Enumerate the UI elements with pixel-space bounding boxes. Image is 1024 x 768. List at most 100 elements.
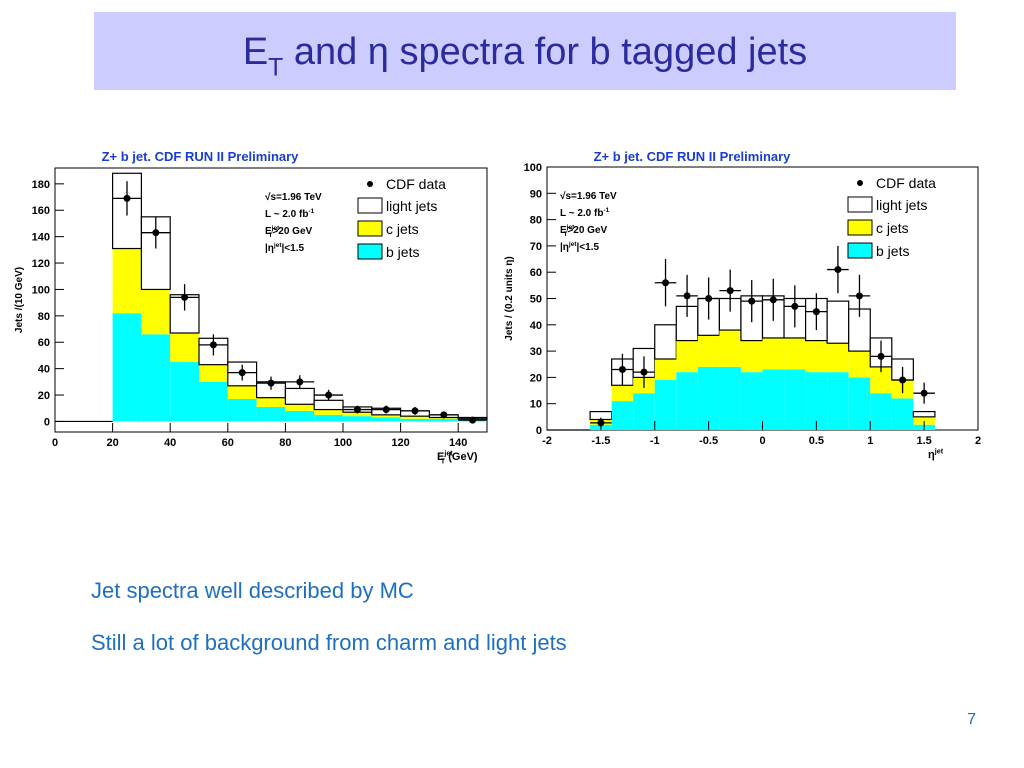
legend-label: CDF data: [876, 175, 936, 191]
text-part: >20 GeV: [567, 225, 607, 236]
text-part: jet: [934, 448, 944, 456]
y-tick-label: 80: [530, 215, 542, 227]
bar-segment: [805, 340, 828, 373]
bar-segment: [371, 417, 401, 422]
y-tick-label: 20: [530, 372, 542, 384]
x-tick-label: -0.5: [699, 435, 718, 447]
y-tick-label: 160: [32, 205, 50, 217]
x-tick-label: 0: [52, 437, 58, 449]
bar-segment: [256, 406, 286, 422]
data-point: [469, 416, 477, 424]
bar-segment: [848, 377, 871, 430]
slide-title: ET and η spectra for b tagged jets: [243, 31, 807, 81]
data-point: [683, 292, 691, 300]
annotation: L ~ 2.0 fb-1: [560, 207, 610, 219]
data-point: [618, 366, 626, 374]
legend-label: light jets: [876, 197, 927, 213]
annotation: Ejet T>20 GeV: [265, 225, 313, 239]
legend-swatch: [357, 220, 383, 237]
bar-segment: [227, 385, 257, 399]
bar-segment: [762, 337, 785, 370]
legend-swatch: [357, 197, 383, 214]
x-axis-label: ηjet: [928, 448, 944, 461]
data-point: [662, 279, 670, 287]
x-tick-label: 1.5: [916, 435, 931, 447]
legend-label: c jets: [876, 220, 909, 236]
text-part: T: [268, 54, 283, 81]
data-point: [899, 376, 907, 384]
bar-segment: [827, 372, 849, 430]
chart-title: Z+ b jet. CDF RUN II Preliminary: [594, 149, 792, 164]
bar-segment: [827, 343, 849, 373]
legend-label: b jets: [876, 243, 909, 259]
y-tick-label: 50: [530, 294, 542, 306]
data-point: [123, 194, 131, 202]
data-point: [748, 297, 756, 305]
bar-segment: [227, 399, 257, 422]
text-part: jet: [568, 241, 577, 248]
bar-segment: [805, 372, 828, 430]
bar-segment: [314, 414, 343, 422]
bar-segment: [740, 340, 763, 373]
y-tick-label: 40: [530, 320, 542, 332]
x-tick-label: 140: [449, 437, 467, 449]
y-axis-label: Jets /(10 GeV): [14, 267, 25, 333]
data-point: [152, 229, 160, 237]
bar-segment: [654, 380, 677, 430]
y-tick-label: 180: [32, 179, 50, 191]
bar-segment: [611, 401, 634, 430]
bar-segment: [112, 248, 142, 314]
annotation: |ηjet|<1.5: [265, 242, 304, 254]
text-part: L ~ 2.0 fb: [265, 209, 308, 220]
x-tick-label: -1: [650, 435, 660, 447]
bar-segment: [676, 340, 698, 373]
x-axis-label: Ejet T (GeV): [437, 450, 478, 466]
data-point: [855, 292, 863, 300]
data-point: [812, 308, 820, 316]
y-tick-label: 20: [38, 390, 50, 402]
annotation: Ejet T>20 GeV: [560, 224, 608, 238]
text-part: √s=1.96 TeV: [560, 191, 617, 202]
annotation: √s=1.96 TeV: [560, 191, 617, 202]
text-part: T: [268, 232, 272, 239]
bar-segment: [199, 364, 228, 382]
data-point: [382, 406, 390, 414]
y-tick-label: 60: [38, 337, 50, 349]
x-tick-label: 120: [391, 437, 409, 449]
annotation: √s=1.96 TeV: [265, 192, 322, 203]
x-tick-label: 1: [867, 435, 873, 447]
chart-title: Z+ b jet. CDF RUN II Preliminary: [102, 149, 300, 164]
bar-segment: [371, 414, 401, 418]
bar-segment: [141, 289, 171, 335]
bar-segment: [762, 369, 785, 430]
text-part: -1: [308, 208, 314, 215]
y-tick-label: 10: [530, 399, 542, 411]
y-tick-label: 0: [536, 425, 542, 437]
bar-segment: [784, 337, 806, 370]
bar-segment: [285, 410, 315, 422]
bar-segment: [199, 381, 228, 422]
text-part: and η spectra for b tagged jets: [283, 31, 807, 73]
x-tick-label: 0.5: [809, 435, 824, 447]
bar-segment: [343, 412, 372, 417]
text-part: -1: [603, 207, 609, 214]
x-tick-label: -2: [542, 435, 552, 447]
bar-segment: [284, 387, 315, 405]
text-part: |η: [560, 242, 569, 253]
bar-segment: [719, 366, 741, 430]
text-part: L ~ 2.0 fb: [560, 208, 603, 219]
text-part: √s=1.96 TeV: [265, 192, 322, 203]
bar-segment: [826, 300, 850, 344]
data-point: [296, 378, 304, 386]
bar-segment: [891, 398, 914, 430]
data-point: [267, 379, 275, 387]
data-point: [877, 352, 885, 360]
legend-label: b jets: [386, 244, 419, 260]
bar-segment: [314, 409, 343, 415]
y-tick-label: 70: [530, 241, 542, 253]
bar-segment: [170, 333, 199, 363]
text-part: jet: [443, 450, 453, 458]
text-part: (GeV): [445, 451, 478, 463]
text-part: |η: [265, 243, 274, 254]
text-part: η: [928, 449, 935, 461]
